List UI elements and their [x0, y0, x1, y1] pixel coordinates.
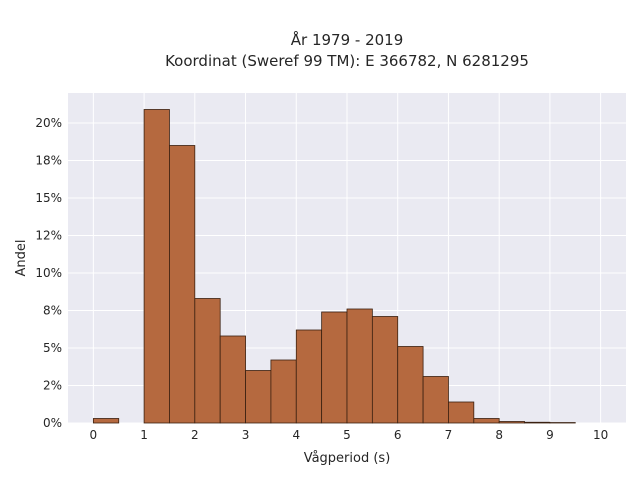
y-tick-label: 0% [43, 416, 62, 430]
x-tick-label: 4 [292, 428, 300, 442]
y-axis-ticks: 0% 2% 5% 8% 10% 12% 15% 18% 20% [35, 116, 62, 430]
histogram-bar [92, 418, 120, 424]
histogram-bar [270, 359, 297, 424]
y-tick-label: 12% [35, 229, 62, 243]
x-axis-label: Vågperiod (s) [304, 451, 391, 466]
x-tick-label: 0 [90, 428, 98, 442]
x-tick-label: 9 [546, 428, 554, 442]
y-axis-label: Andel [14, 240, 29, 277]
histogram-bar [295, 329, 323, 424]
histogram-bar [422, 376, 449, 424]
histogram-bar [219, 335, 246, 424]
y-tick-label: 15% [35, 191, 62, 205]
y-tick-label: 5% [43, 341, 62, 355]
y-tick-label: 18% [35, 154, 62, 168]
x-tick-label: 2 [191, 428, 199, 442]
x-tick-label: 7 [445, 428, 453, 442]
histogram-bar [397, 346, 424, 424]
histogram-bar [524, 421, 551, 424]
histogram-bar [245, 370, 272, 424]
histogram-bar [448, 401, 475, 424]
histogram-bar [143, 109, 170, 424]
x-tick-label: 1 [140, 428, 148, 442]
y-tick-label: 2% [43, 379, 62, 393]
y-tick-label: 20% [35, 116, 62, 130]
x-tick-label: 10 [593, 428, 608, 442]
chart-title-line-1: År 1979 - 2019 [291, 30, 404, 49]
histogram-bar [194, 298, 221, 424]
y-tick-label: 10% [35, 266, 62, 280]
x-tick-label: 6 [394, 428, 402, 442]
histogram-bar [473, 418, 500, 424]
x-tick-label: 3 [242, 428, 250, 442]
histogram-bar [346, 308, 373, 424]
histogram-bar [169, 145, 196, 424]
y-tick-label: 8% [43, 304, 62, 318]
x-tick-label: 5 [343, 428, 351, 442]
x-axis-ticks: 0 1 2 3 4 5 6 7 8 9 10 [90, 428, 609, 442]
histogram-bar [498, 421, 525, 424]
chart-title-line-2: Koordinat (Sweref 99 TM): E 366782, N 62… [165, 52, 529, 70]
histogram-bars [92, 109, 576, 424]
histogram-bar [321, 311, 348, 424]
x-tick-label: 8 [495, 428, 503, 442]
histogram-bar [371, 316, 399, 424]
